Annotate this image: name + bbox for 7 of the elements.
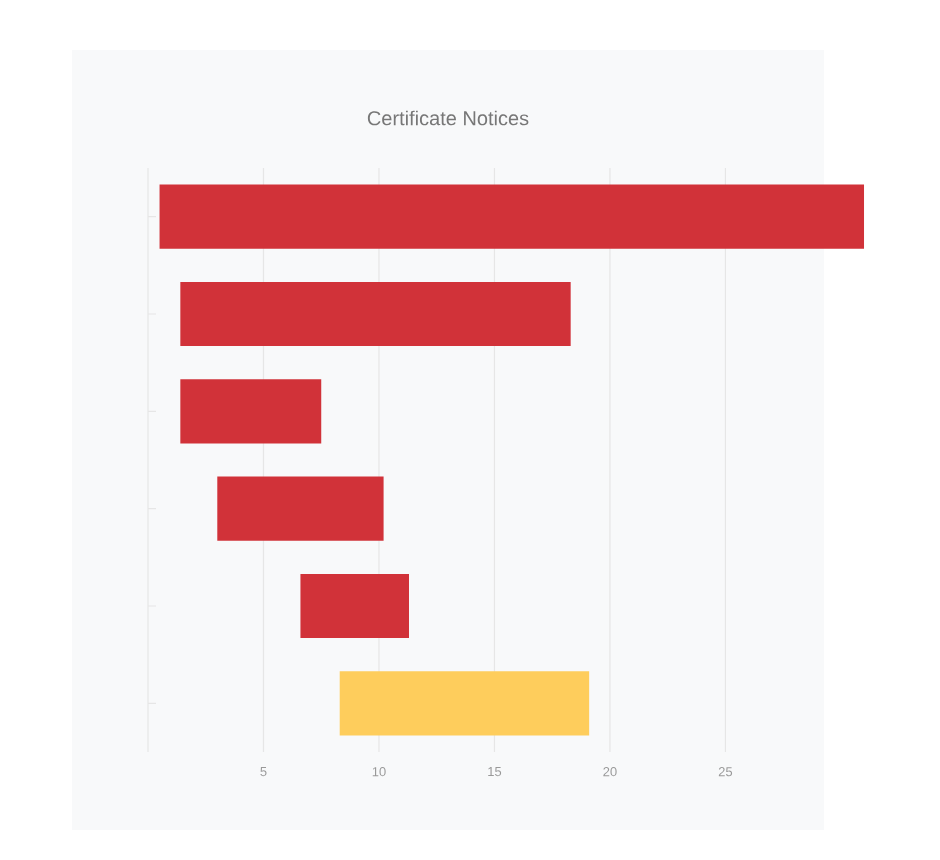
chart-title: Certificate Notices [367,110,529,126]
bar [339,671,590,736]
bar [180,379,322,444]
bar [159,184,865,249]
bar [217,476,384,541]
bar [180,281,571,347]
bar [300,573,409,639]
